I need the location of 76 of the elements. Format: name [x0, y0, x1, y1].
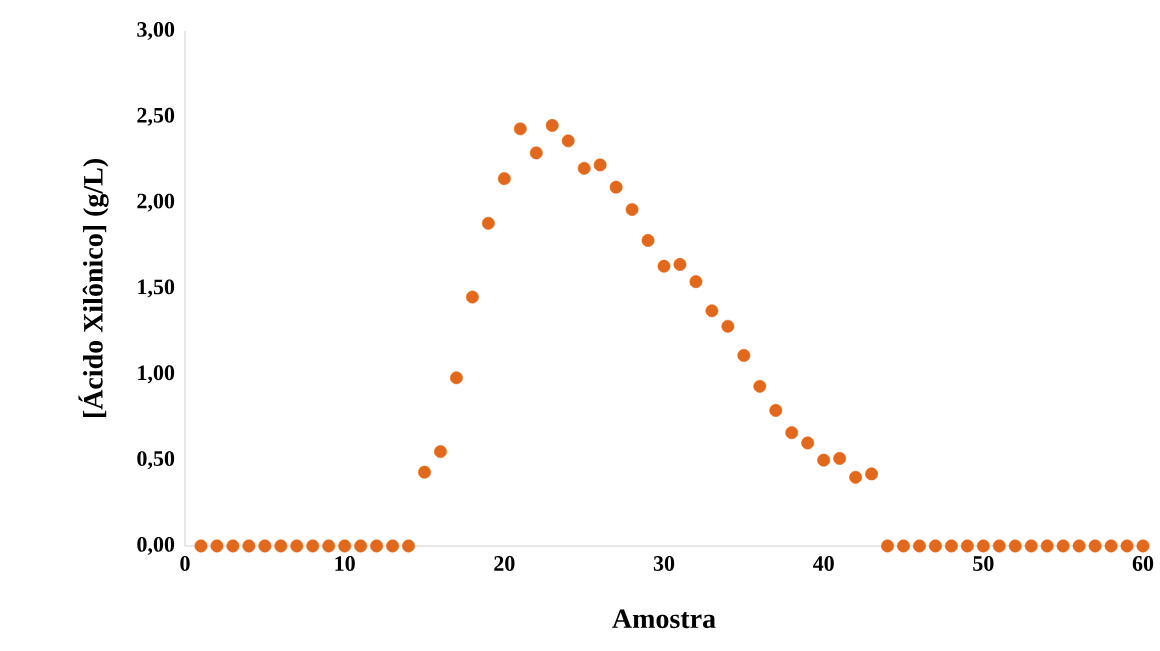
point	[769, 403, 783, 417]
y-tick-label: 2,00	[137, 193, 175, 212]
point	[258, 539, 272, 553]
point	[338, 539, 352, 553]
x-tick-label: 10	[335, 556, 355, 571]
point	[960, 539, 974, 553]
y-tick-label: 0,00	[137, 536, 175, 556]
x-tick-label: 50	[973, 556, 994, 571]
point	[881, 539, 894, 553]
point	[402, 539, 415, 553]
point	[865, 467, 878, 481]
point	[609, 180, 623, 194]
point	[593, 158, 607, 172]
point	[513, 122, 527, 136]
point	[705, 304, 719, 318]
point	[833, 452, 847, 465]
point	[418, 465, 431, 479]
point	[1008, 539, 1022, 553]
point	[274, 539, 288, 553]
point	[386, 539, 399, 553]
point	[1024, 539, 1038, 553]
point	[290, 539, 304, 553]
point	[929, 539, 942, 553]
point	[210, 539, 224, 553]
point	[689, 275, 703, 289]
point	[1056, 539, 1070, 553]
point	[817, 453, 831, 467]
point	[673, 258, 687, 271]
point	[976, 539, 990, 553]
point	[913, 539, 926, 553]
point	[1088, 539, 1102, 553]
point	[785, 426, 799, 440]
y-tick-label: 0,50	[137, 451, 175, 470]
x-tick-label: 60	[1132, 556, 1154, 571]
point	[561, 134, 575, 148]
point	[481, 216, 495, 230]
point	[657, 259, 671, 273]
point	[322, 539, 336, 553]
point	[721, 319, 735, 333]
y-tick-label: 1,50	[138, 279, 175, 298]
point	[450, 371, 463, 385]
point	[545, 119, 559, 132]
point	[434, 445, 447, 458]
y-tick-label: 2,50	[137, 107, 175, 126]
point	[801, 436, 815, 450]
point	[641, 234, 655, 247]
point	[242, 539, 256, 553]
point	[370, 539, 384, 553]
point	[1040, 539, 1054, 553]
x-tick-label: 30	[653, 556, 675, 571]
point	[992, 539, 1006, 553]
x-tick-label: 20	[494, 556, 515, 571]
y-tick-label: 3,00	[137, 21, 175, 41]
point	[753, 379, 767, 393]
point	[529, 146, 543, 160]
x-tick-label: 0	[180, 556, 190, 571]
x-tick-label: 40	[812, 556, 834, 571]
y-axis-title: [Ácido Xilônico] (g/L)	[78, 159, 109, 418]
point	[194, 539, 208, 553]
point	[226, 539, 240, 553]
point	[1120, 539, 1134, 553]
y-tick-label: 1,00	[138, 365, 175, 384]
point	[1104, 539, 1118, 553]
point	[945, 539, 958, 553]
point	[737, 349, 751, 362]
point	[466, 290, 479, 304]
point	[897, 539, 910, 553]
point	[1136, 539, 1150, 553]
point	[306, 539, 320, 553]
point	[577, 161, 591, 175]
point	[354, 539, 368, 553]
point	[625, 203, 639, 216]
point	[849, 470, 863, 484]
point	[497, 172, 511, 186]
x-axis-title: Amostra	[612, 609, 716, 629]
point	[1072, 539, 1086, 553]
